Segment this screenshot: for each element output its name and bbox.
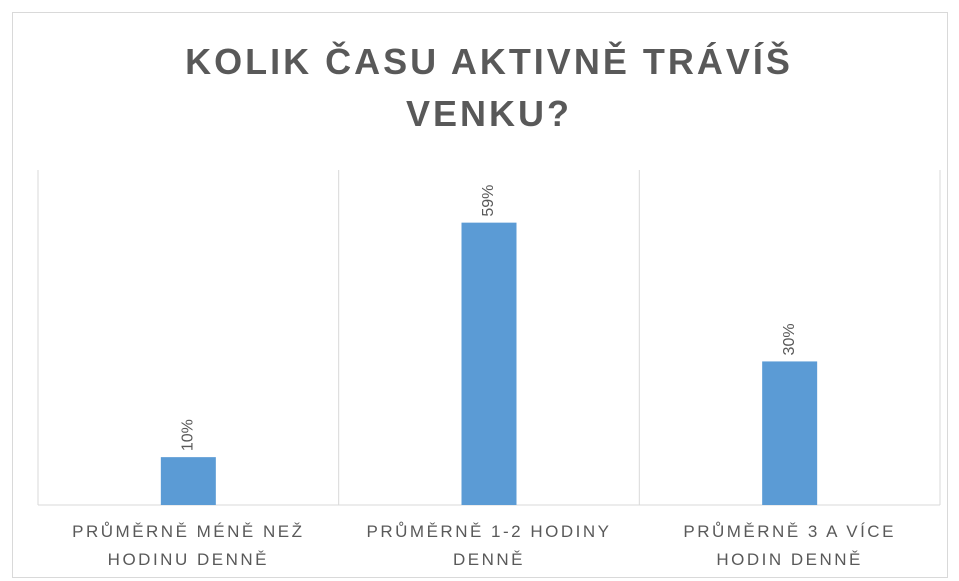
- bar: [762, 361, 818, 505]
- data-label: 30%: [781, 323, 798, 355]
- data-label: 10%: [180, 419, 197, 451]
- chart-title: KOLIK ČASU AKTIVNĚ TRÁVÍŠ VENKU?: [185, 41, 793, 134]
- bar: [160, 457, 216, 505]
- data-label: 59%: [480, 185, 497, 217]
- x-tick-label: PRŮMĚRNĚ 3 A VÍCE HODIN DENNĚ: [683, 522, 896, 569]
- bar: [461, 222, 517, 505]
- x-tick-label: PRŮMĚRNĚ 1-2 HODINY DENNĚ: [366, 522, 612, 569]
- x-tick-label: PRŮMĚRNĚ MÉNĚ NEŽ HODINU DENNĚ: [72, 522, 305, 569]
